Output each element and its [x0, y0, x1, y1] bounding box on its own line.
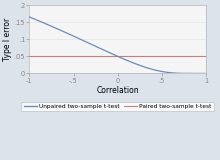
X-axis label: Correlation: Correlation: [96, 86, 139, 95]
Y-axis label: Type I error: Type I error: [3, 18, 12, 61]
Legend: Unpaired two-sample t-test, Paired two-sample t-test: Unpaired two-sample t-test, Paired two-s…: [21, 102, 214, 111]
